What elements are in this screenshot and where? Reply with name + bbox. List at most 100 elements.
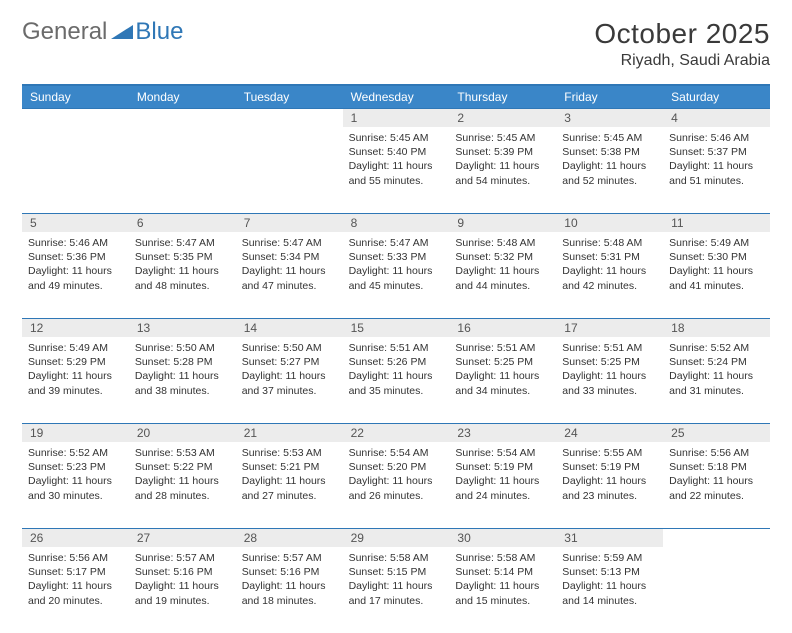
sunrise-text: Sunrise: 5:53 AM: [242, 446, 337, 460]
sunrise-text: Sunrise: 5:51 AM: [562, 341, 657, 355]
calendar: SundayMondayTuesdayWednesdayThursdayFrid…: [22, 84, 770, 633]
day-number: 29: [343, 529, 450, 547]
daylight-text: Daylight: 11 hours and 37 minutes.: [242, 369, 337, 397]
sunset-text: Sunset: 5:13 PM: [562, 565, 657, 579]
sunrise-text: Sunrise: 5:54 AM: [349, 446, 444, 460]
day-cell: Sunrise: 5:45 AMSunset: 5:39 PMDaylight:…: [449, 127, 556, 213]
daylight-text: Daylight: 11 hours and 44 minutes.: [455, 264, 550, 292]
day-number-row: 1234: [22, 108, 770, 127]
empty-daynum: [236, 109, 343, 127]
sunset-text: Sunset: 5:26 PM: [349, 355, 444, 369]
location: Riyadh, Saudi Arabia: [594, 52, 770, 70]
sunset-text: Sunset: 5:25 PM: [562, 355, 657, 369]
sunrise-text: Sunrise: 5:57 AM: [242, 551, 337, 565]
sunset-text: Sunset: 5:19 PM: [562, 460, 657, 474]
day-cell: Sunrise: 5:50 AMSunset: 5:27 PMDaylight:…: [236, 337, 343, 423]
day-name: Monday: [129, 86, 236, 108]
day-cell: Sunrise: 5:58 AMSunset: 5:14 PMDaylight:…: [449, 547, 556, 633]
day-number: 6: [129, 214, 236, 232]
empty-cell: [236, 127, 343, 213]
day-number: 15: [343, 319, 450, 337]
daylight-text: Daylight: 11 hours and 39 minutes.: [28, 369, 123, 397]
sunrise-text: Sunrise: 5:57 AM: [135, 551, 230, 565]
day-number: 7: [236, 214, 343, 232]
sunrise-text: Sunrise: 5:49 AM: [28, 341, 123, 355]
day-cell: Sunrise: 5:53 AMSunset: 5:21 PMDaylight:…: [236, 442, 343, 528]
sunset-text: Sunset: 5:19 PM: [455, 460, 550, 474]
day-cell: Sunrise: 5:56 AMSunset: 5:18 PMDaylight:…: [663, 442, 770, 528]
empty-daynum: [129, 109, 236, 127]
day-cell: Sunrise: 5:55 AMSunset: 5:19 PMDaylight:…: [556, 442, 663, 528]
day-cell: Sunrise: 5:48 AMSunset: 5:31 PMDaylight:…: [556, 232, 663, 318]
day-cell: Sunrise: 5:50 AMSunset: 5:28 PMDaylight:…: [129, 337, 236, 423]
daylight-text: Daylight: 11 hours and 27 minutes.: [242, 474, 337, 502]
day-number-row: 567891011: [22, 213, 770, 232]
day-number: 22: [343, 424, 450, 442]
day-number: 21: [236, 424, 343, 442]
day-number-row: 12131415161718: [22, 318, 770, 337]
sunrise-text: Sunrise: 5:47 AM: [242, 236, 337, 250]
sunset-text: Sunset: 5:20 PM: [349, 460, 444, 474]
sunrise-text: Sunrise: 5:53 AM: [135, 446, 230, 460]
day-number: 27: [129, 529, 236, 547]
sunset-text: Sunset: 5:24 PM: [669, 355, 764, 369]
day-number-row: 19202122232425: [22, 423, 770, 442]
sail-icon: [111, 25, 133, 39]
daylight-text: Daylight: 11 hours and 49 minutes.: [28, 264, 123, 292]
day-number: 16: [449, 319, 556, 337]
sunrise-text: Sunrise: 5:48 AM: [455, 236, 550, 250]
day-number: 14: [236, 319, 343, 337]
empty-cell: [663, 547, 770, 633]
day-cell: Sunrise: 5:58 AMSunset: 5:15 PMDaylight:…: [343, 547, 450, 633]
daylight-text: Daylight: 11 hours and 33 minutes.: [562, 369, 657, 397]
day-name: Wednesday: [343, 86, 450, 108]
daylight-text: Daylight: 11 hours and 35 minutes.: [349, 369, 444, 397]
day-cell: Sunrise: 5:59 AMSunset: 5:13 PMDaylight:…: [556, 547, 663, 633]
empty-cell: [129, 127, 236, 213]
daylight-text: Daylight: 11 hours and 17 minutes.: [349, 579, 444, 607]
sunrise-text: Sunrise: 5:48 AM: [562, 236, 657, 250]
title-block: October 2025 Riyadh, Saudi Arabia: [594, 18, 770, 70]
daylight-text: Daylight: 11 hours and 31 minutes.: [669, 369, 764, 397]
daylight-text: Daylight: 11 hours and 48 minutes.: [135, 264, 230, 292]
sunrise-text: Sunrise: 5:46 AM: [28, 236, 123, 250]
daylight-text: Daylight: 11 hours and 22 minutes.: [669, 474, 764, 502]
sunrise-text: Sunrise: 5:46 AM: [669, 131, 764, 145]
sunset-text: Sunset: 5:36 PM: [28, 250, 123, 264]
brand-part2: Blue: [135, 18, 183, 46]
day-cell: Sunrise: 5:57 AMSunset: 5:16 PMDaylight:…: [129, 547, 236, 633]
day-name: Thursday: [449, 86, 556, 108]
empty-daynum: [22, 109, 129, 127]
daylight-text: Daylight: 11 hours and 41 minutes.: [669, 264, 764, 292]
sunrise-text: Sunrise: 5:51 AM: [455, 341, 550, 355]
sunset-text: Sunset: 5:27 PM: [242, 355, 337, 369]
day-cell: Sunrise: 5:53 AMSunset: 5:22 PMDaylight:…: [129, 442, 236, 528]
sunset-text: Sunset: 5:16 PM: [242, 565, 337, 579]
sunset-text: Sunset: 5:17 PM: [28, 565, 123, 579]
daylight-text: Daylight: 11 hours and 51 minutes.: [669, 159, 764, 187]
day-number: 17: [556, 319, 663, 337]
sunrise-text: Sunrise: 5:51 AM: [349, 341, 444, 355]
day-number: 11: [663, 214, 770, 232]
day-cell: Sunrise: 5:54 AMSunset: 5:20 PMDaylight:…: [343, 442, 450, 528]
day-number: 25: [663, 424, 770, 442]
sunrise-text: Sunrise: 5:56 AM: [28, 551, 123, 565]
daylight-text: Daylight: 11 hours and 15 minutes.: [455, 579, 550, 607]
day-cell: Sunrise: 5:51 AMSunset: 5:25 PMDaylight:…: [556, 337, 663, 423]
sunrise-text: Sunrise: 5:56 AM: [669, 446, 764, 460]
day-number: 19: [22, 424, 129, 442]
sunset-text: Sunset: 5:22 PM: [135, 460, 230, 474]
week-row: Sunrise: 5:56 AMSunset: 5:17 PM Daylight:…: [22, 547, 770, 633]
sunset-text: Sunset: 5:23 PM: [28, 460, 123, 474]
day-cell: Sunrise: 5:51 AMSunset: 5:25 PMDaylight:…: [449, 337, 556, 423]
week-row: Sunrise: 5:49 AMSunset: 5:29 PMDaylight:…: [22, 337, 770, 423]
daylight-text: Daylight: 11 hours and 28 minutes.: [135, 474, 230, 502]
daylight-text: Daylight: 11 hours and 38 minutes.: [135, 369, 230, 397]
day-number: 5: [22, 214, 129, 232]
sunset-text: Sunset: 5:25 PM: [455, 355, 550, 369]
day-number: 20: [129, 424, 236, 442]
day-number: 13: [129, 319, 236, 337]
empty-daynum: [663, 529, 770, 547]
day-number: 23: [449, 424, 556, 442]
empty-cell: [22, 127, 129, 213]
